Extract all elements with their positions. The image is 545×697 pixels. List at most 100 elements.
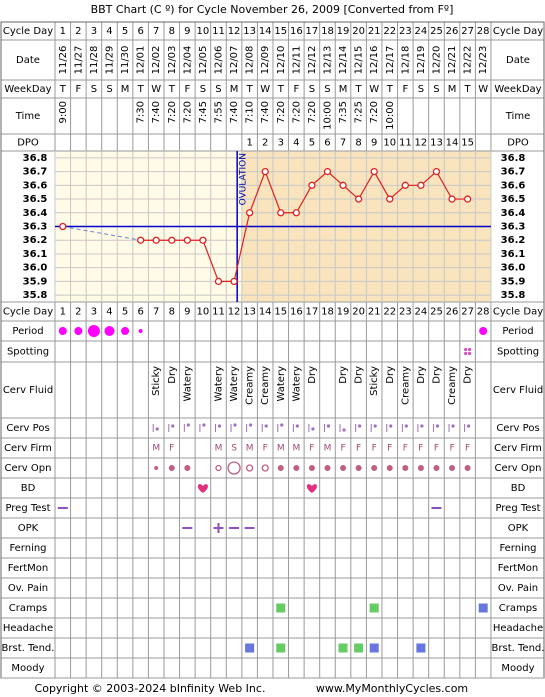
cerv-fluid: Dry (416, 366, 427, 384)
row-label: Moody (11, 663, 44, 674)
temp-point (463, 195, 472, 203)
cerv-fluid: Watery (213, 366, 224, 402)
date: 12/09 (260, 46, 271, 75)
weekday: S (106, 84, 112, 95)
temp-point (245, 209, 254, 217)
weekday: W (369, 84, 379, 95)
bd-heart (306, 484, 317, 493)
cerv-fluid: Watery (291, 366, 302, 402)
row-label: Preg Test (495, 503, 540, 514)
temp-line (140, 169, 468, 283)
row-label: Cerv Opn (5, 463, 52, 474)
cerv-pos-dot (389, 424, 393, 428)
symptom-square (338, 643, 348, 653)
cerv-firm: F (356, 444, 361, 454)
row-label: Cerv Fluid (3, 385, 53, 396)
cycle-day: 20 (352, 307, 365, 318)
weekday: T (386, 84, 394, 95)
cerv-opn (402, 465, 409, 471)
symptom-square (354, 643, 364, 653)
dpo: 4 (293, 138, 299, 149)
dpo: 14 (446, 138, 459, 149)
date: 12/22 (463, 46, 474, 75)
time: 7:55 (213, 101, 224, 123)
y-tick-label: 36.0 (501, 263, 526, 274)
cerv-opn (154, 466, 159, 470)
temp-point (168, 236, 176, 244)
date: 12/19 (416, 46, 427, 75)
cerv-firm: F (340, 444, 345, 454)
date: 11/27 (73, 46, 84, 75)
cerv-opn (417, 465, 424, 471)
weekday: S (433, 84, 439, 95)
cerv-opn (184, 465, 191, 471)
cycle-day: 23 (399, 307, 412, 318)
cerv-opn (261, 464, 269, 472)
temp-point (277, 209, 285, 217)
cerv-firm: F (309, 444, 314, 454)
y-tick-label: 36.4 (501, 208, 526, 219)
row-label: Time (505, 111, 530, 122)
dpo: 5 (309, 138, 315, 149)
date: 12/12 (307, 46, 318, 75)
cerv-pos-dot (171, 424, 175, 428)
cycle-day: 10 (197, 26, 210, 37)
cycle-day: 11 (212, 307, 225, 318)
temp-point (199, 236, 207, 244)
row-label: Ov. Pain (498, 583, 538, 594)
dpo: 2 (262, 138, 268, 149)
temp-point (386, 195, 394, 203)
row-label: FertMon (8, 563, 48, 574)
row-label: Headache (493, 623, 543, 634)
cycle-day: 17 (306, 307, 319, 318)
time: 7:40 (151, 101, 162, 123)
weekday: T (168, 84, 176, 95)
cycle-day: 9 (184, 26, 190, 37)
cerv-fluid: Creamy (245, 366, 256, 405)
cerv-pos-dot (202, 423, 206, 427)
period-dot (104, 326, 115, 336)
cycle-day: 9 (184, 307, 190, 318)
cycle-day: 28 (477, 307, 490, 318)
ovulation-label: OVULATION (239, 153, 249, 205)
time: 7:10 (245, 101, 256, 123)
cycle-day: 11 (212, 26, 225, 37)
site-url: www.MyMonthlyCycles.com (316, 682, 468, 695)
cerv-opn (277, 465, 284, 471)
weekday: F (293, 84, 299, 95)
cerv-firm: F (387, 444, 392, 454)
temp-point (432, 167, 441, 176)
cerv-firm: M (246, 444, 254, 454)
spotting-dot (468, 347, 472, 352)
dpo: 3 (278, 138, 284, 149)
cerv-opn (355, 465, 362, 471)
cerv-opn (215, 464, 222, 472)
temp-point (323, 167, 332, 176)
cerv-pos-dot (186, 423, 190, 427)
y-tick-label: 36.5 (501, 194, 526, 205)
symptom-square (369, 643, 379, 653)
weekday: T (137, 84, 145, 95)
temp-point (339, 181, 347, 189)
cerv-fluid: Watery (276, 366, 287, 402)
cycle-day: 14 (259, 26, 272, 37)
date: 12/20 (431, 46, 442, 75)
dpo: 12 (415, 138, 428, 149)
weekday: S (200, 84, 206, 95)
date: 12/23 (478, 46, 489, 75)
cerv-opn (340, 465, 347, 471)
cerv-fluid: Dry (385, 366, 396, 384)
cerv-fluid: Creamy (260, 366, 271, 405)
cerv-firm: F (372, 444, 377, 454)
spotting-dot (464, 351, 468, 356)
cerv-opn (371, 465, 378, 471)
row-label: Cerv Firm (494, 443, 542, 454)
cerv-fluid: Dry (354, 366, 365, 384)
temp-point (214, 277, 223, 286)
dpo: 13 (430, 138, 443, 149)
cycle-day: 18 (321, 26, 334, 37)
cycle-day: 21 (368, 307, 381, 318)
row-label: Date (506, 55, 530, 66)
row-label: WeekDay (494, 84, 541, 95)
cycle-day: 1 (60, 26, 66, 37)
